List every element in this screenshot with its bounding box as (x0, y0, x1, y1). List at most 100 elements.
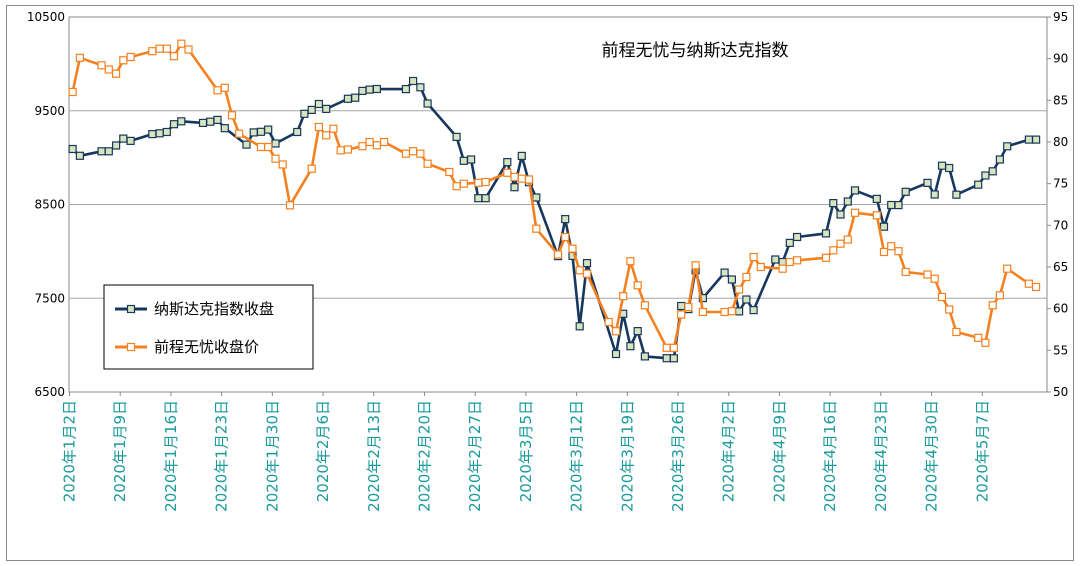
series-point-1 (481, 177, 490, 187)
series-point-1 (416, 149, 425, 158)
series-point-1 (314, 122, 323, 132)
series-point-1 (720, 307, 729, 317)
series-point-0 (749, 306, 758, 315)
series-point-0 (111, 141, 121, 150)
series-point-1 (785, 257, 794, 267)
series-point-0 (952, 190, 961, 199)
series-point-0 (1031, 135, 1041, 144)
series-point-0 (416, 83, 425, 92)
x-tick-label: 2020年3月12日 (568, 400, 586, 512)
series-point-0 (981, 171, 990, 180)
series-point-1 (343, 145, 352, 154)
series-point-0 (829, 199, 838, 208)
left-tick-label: 7500 (34, 291, 65, 305)
series-point-0 (307, 105, 316, 115)
series-point-0 (249, 128, 258, 137)
series-point-0 (459, 156, 468, 165)
series-point-1 (474, 178, 483, 187)
series-point-0 (677, 301, 686, 311)
x-tick-label: 2020年3月26日 (669, 400, 687, 512)
series-point-1 (409, 147, 418, 156)
series-point-1 (821, 253, 831, 262)
right-tick-label: 65 (1053, 260, 1068, 274)
right-tick-label: 75 (1053, 177, 1068, 191)
series-point-0 (734, 307, 744, 316)
series-point-1 (68, 87, 77, 97)
series-point-1 (684, 302, 693, 312)
series-point-1 (285, 201, 295, 210)
series-point-0 (575, 322, 584, 331)
series-point-1 (235, 129, 244, 138)
series-point-1 (901, 267, 910, 277)
series-point-1 (1031, 282, 1041, 292)
series-point-1 (227, 111, 237, 120)
series-point-1 (256, 142, 266, 152)
chart-frame: 6500 7500 8500 9500 10500 50 55 60 65 70 75 80 85 90… (6, 5, 1074, 561)
x-tick-label: 2020年1月9日 (111, 400, 129, 502)
series-point-0 (930, 190, 939, 199)
series-point-0 (937, 161, 947, 170)
series-point-1 (1024, 279, 1034, 288)
series-point-1 (952, 327, 961, 337)
series-point-0 (698, 294, 708, 303)
x-tick-label: 2020年3月19日 (618, 400, 636, 512)
series-point-0 (314, 99, 323, 109)
legend-label-nasdaq: 纳斯达克指数收盘 (154, 300, 274, 318)
series-point-1 (575, 266, 584, 275)
series-point-1 (97, 61, 106, 70)
chart-title: 前程无忧与纳斯达克指数 (602, 41, 789, 61)
series-point-0 (778, 257, 787, 267)
series-point-1 (995, 291, 1005, 300)
series-point-0 (785, 238, 794, 247)
right-tick-label: 70 (1053, 218, 1068, 232)
legend-marker-nasdaq (126, 304, 136, 314)
series-point-0 (532, 193, 541, 202)
series-point-0 (974, 180, 983, 189)
series-point-0 (148, 129, 157, 139)
series-point-0 (467, 155, 476, 164)
x-tick-label: 2020年5月7日 (973, 400, 991, 502)
series-point-1 (75, 53, 85, 62)
x-tick-label: 2020年1月16日 (162, 400, 180, 512)
left-axis-ticks: 6500 7500 8500 9500 10500 (27, 10, 65, 399)
series-point-1 (162, 44, 171, 53)
series-point-0 (662, 354, 671, 363)
x-tick-label: 2020年2月27日 (466, 400, 484, 512)
series-point-0 (351, 93, 360, 102)
series-point-1 (155, 44, 164, 53)
series-point-0 (365, 85, 374, 94)
series-point-1 (669, 343, 679, 352)
series-point-1 (111, 69, 121, 78)
series-point-1 (974, 333, 983, 342)
series-point-1 (619, 292, 628, 301)
series-point-0 (155, 129, 164, 138)
x-tick-label: 2020年4月16日 (821, 400, 839, 512)
series-point-1 (423, 159, 432, 168)
x-tick-label: 2020年4月9日 (770, 400, 788, 502)
series-point-1 (633, 281, 642, 290)
series-point-0 (264, 125, 273, 134)
series-point-0 (510, 183, 519, 192)
series-point-0 (517, 151, 526, 160)
series-point-0 (988, 167, 997, 176)
series-point-0 (256, 127, 266, 136)
series-point-1 (177, 39, 186, 48)
series-point-1 (372, 141, 381, 150)
series-point-1 (148, 47, 157, 56)
series-point-0 (945, 163, 954, 173)
series-point-1 (278, 160, 287, 169)
legend-label-51job: 前程无忧收盘价 (154, 338, 259, 356)
series-point-1 (756, 262, 765, 272)
right-tick-label: 60 (1053, 302, 1068, 316)
series-point-1 (126, 52, 135, 62)
series-point-0 (995, 155, 1005, 164)
series-point-1 (778, 264, 787, 273)
series-point-1 (836, 239, 845, 248)
series-point-1 (336, 146, 345, 155)
x-tick-label: 2020年4月2日 (720, 400, 738, 502)
series-point-1 (734, 285, 744, 294)
series-point-1 (358, 142, 367, 151)
series-point-0 (640, 352, 650, 361)
x-tick-label: 2020年4月23日 (872, 400, 890, 512)
right-tick-label: 80 (1053, 135, 1068, 149)
